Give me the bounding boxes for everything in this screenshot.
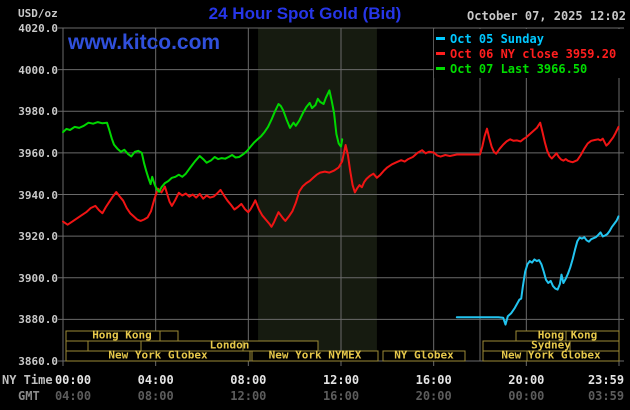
legend-label: Oct 06 NY close 3959.20	[450, 46, 617, 61]
session-box-new-york-globex	[482, 350, 620, 362]
x-tick-ny-00:00: 00:00	[54, 373, 92, 387]
y-tick-3900.0: 3900.0	[18, 271, 58, 285]
y-tick-3920.0: 3920.0	[18, 230, 58, 244]
ny-time-axis-caption: NY Time	[2, 373, 53, 387]
y-tick-4000.0: 4000.0	[18, 63, 58, 77]
session-label: New York Globex	[501, 349, 601, 362]
session-label: NY Globex	[394, 349, 454, 362]
y-tick-3860.0: 3860.0	[18, 355, 58, 368]
session-box-new-york-globex	[65, 350, 251, 362]
x-tick-ny-16:00: 16:00	[415, 373, 452, 387]
x-tick-gmt-03:59: 03:59	[587, 389, 625, 403]
y-tick-3980.0: 3980.0	[18, 105, 58, 119]
y-tick-3940.0: 3940.0	[18, 188, 58, 202]
price-line-oct-06	[62, 121, 620, 228]
chart-title: 24 Hour Spot Gold (Bid)	[208, 4, 402, 23]
session-box-ny-globex	[382, 350, 466, 362]
legend-label: Oct 05 Sunday	[450, 31, 544, 46]
session-label: Hong Kong	[92, 329, 152, 342]
chart-legend: Oct 05 Sunday Oct 06 NY close 3959.20 Oct …	[434, 29, 630, 78]
x-tick-ny-12:00: 12:00	[322, 373, 360, 387]
price-line-oct-05-sunday	[455, 215, 620, 326]
legend-row-1: Oct 06 NY close 3959.20	[436, 46, 630, 61]
legend-row-0: Oct 05 Sunday	[436, 31, 630, 46]
x-tick-ny-04:00: 04:00	[137, 373, 174, 387]
x-tick-gmt-08:00: 08:00	[137, 389, 174, 403]
x-tick-ny-20:00: 20:00	[508, 373, 545, 387]
kitco-watermark-link[interactable]: www.kitco.com	[68, 31, 221, 54]
x-tick-gmt-12:00: 12:00	[230, 389, 267, 403]
session-label: London	[210, 339, 250, 352]
price-line-oct-07	[62, 89, 344, 193]
session-label: Sydney	[531, 339, 571, 352]
x-tick-gmt-04:00: 04:00	[54, 389, 92, 403]
legend-row-2: Oct 07 Last 3966.50	[436, 61, 630, 76]
x-tick-ny-23:59: 23:59	[587, 373, 625, 387]
gmt-axis-caption: GMT	[18, 389, 40, 403]
x-tick-gmt-20:00: 20:00	[415, 389, 452, 403]
legend-dash-icon	[436, 37, 445, 40]
session-label: Hong Kong	[538, 329, 598, 342]
session-label: New York NYMEX	[269, 349, 362, 362]
x-tick-ny-08:00: 08:00	[230, 373, 267, 387]
y-tick-3880.0: 3880.0	[18, 313, 58, 327]
session-label: New York Globex	[108, 349, 208, 362]
legend-label: Oct 07 Last 3966.50	[450, 61, 588, 76]
x-tick-gmt-00:00: 00:00	[508, 389, 545, 403]
legend-dash-icon	[436, 52, 445, 55]
y-axis-units-label: USD/oz	[18, 7, 58, 20]
chart-datetime: October 07, 2025 12:02	[467, 9, 626, 23]
y-tick-4020.0: 4020.0	[18, 22, 58, 35]
legend-dash-icon	[436, 67, 445, 70]
session-box-new-york-nymex	[251, 350, 379, 362]
y-tick-3960.0: 3960.0	[18, 146, 58, 160]
x-tick-gmt-16:00: 16:00	[322, 389, 360, 403]
session-box	[65, 340, 89, 352]
